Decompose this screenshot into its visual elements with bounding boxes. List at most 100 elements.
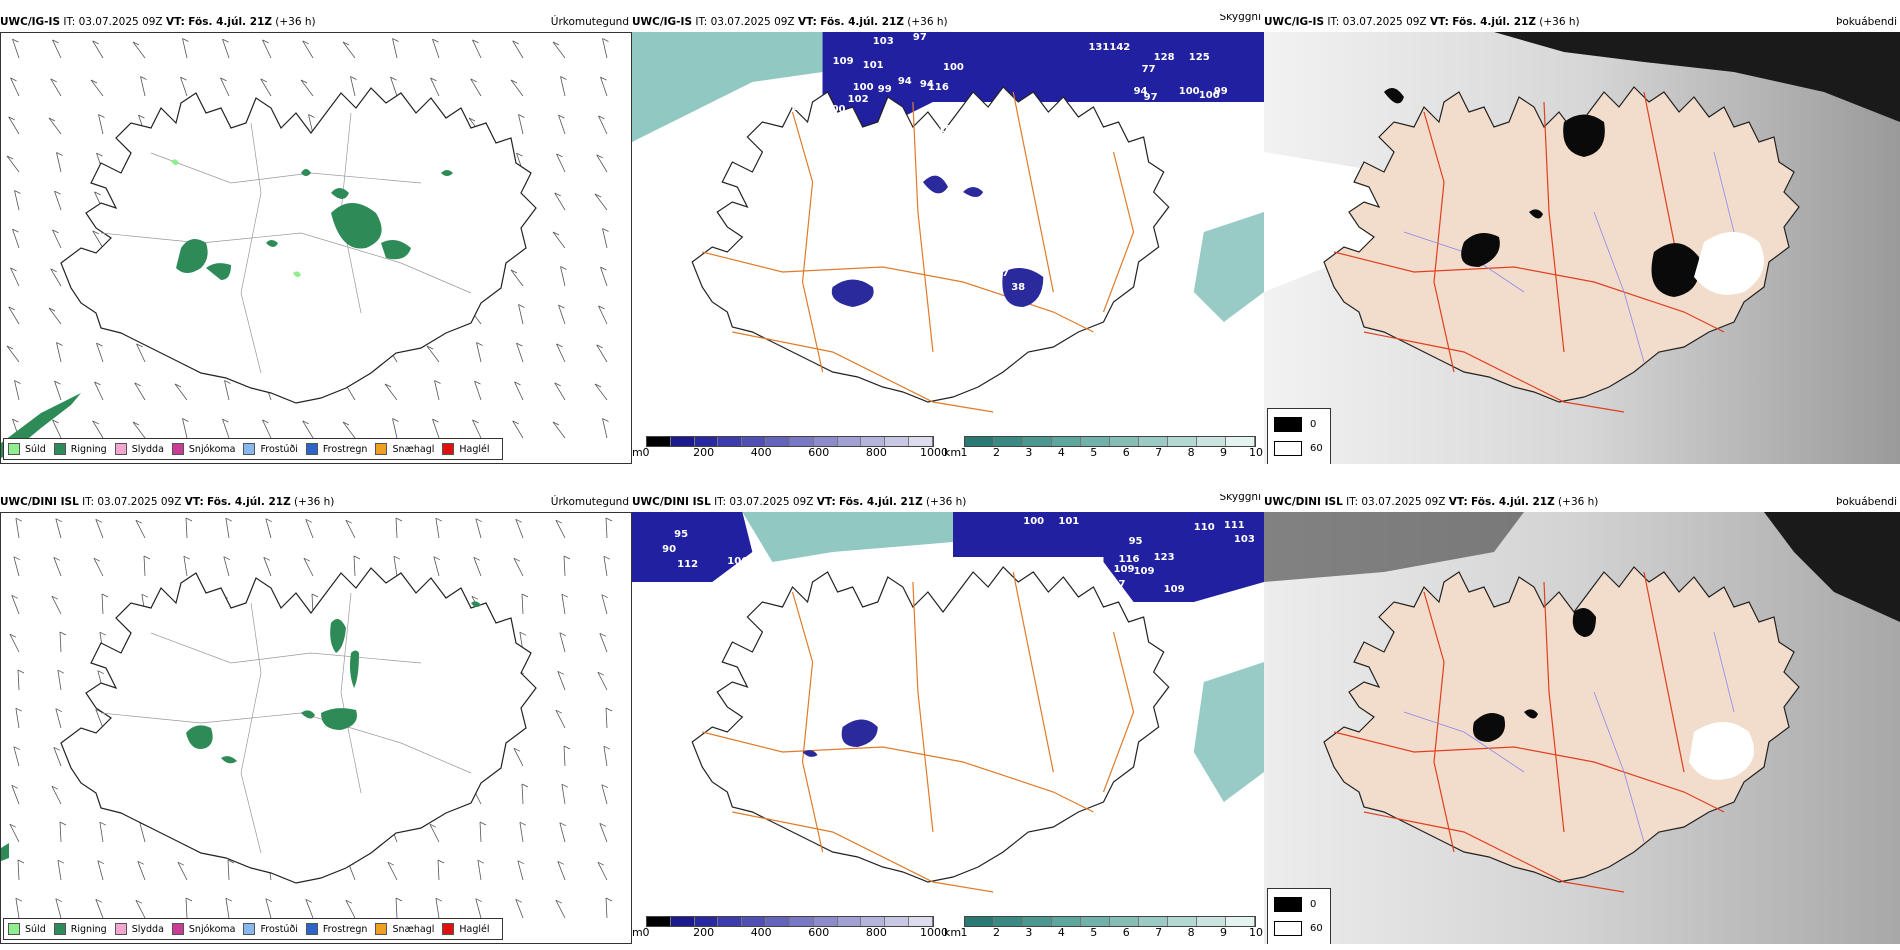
cloud-base-label: 100 <box>853 82 874 93</box>
wind-barb-flag <box>559 632 566 637</box>
wind-barb-staff <box>521 593 524 615</box>
wind-barb-flag <box>227 859 235 864</box>
wind-barb-flag <box>135 899 143 904</box>
wind-barb-staff <box>433 556 440 577</box>
wind-barb-staff <box>555 900 566 919</box>
wind-barb-flag <box>10 267 17 272</box>
wind-barb-flag <box>518 114 525 118</box>
wind-barb-flag <box>50 268 57 273</box>
wind-barb-staff <box>393 556 398 577</box>
wind-barb-staff <box>132 41 146 59</box>
wind-barb-flag <box>552 231 560 236</box>
cloudbase-colorbar-ramp <box>646 436 934 447</box>
vt-value: Fös. 4.júl. 21Z <box>1471 496 1555 508</box>
colorbar-tick-label: 400 <box>750 926 772 939</box>
cloud-base-label: 103 <box>1234 534 1255 545</box>
wind-barb-staff <box>390 76 398 97</box>
fog-dark-north <box>1264 512 1524 582</box>
wind-barb-flag <box>13 556 20 561</box>
wind-barb-flag <box>345 899 353 904</box>
visibility-map: 95 90 112 106 100 101 110 111 103 95 116 123 109 109 9… <box>632 512 1264 910</box>
wind-barb-staff <box>345 520 356 539</box>
wind-barb-flag <box>138 114 145 119</box>
cloud-base-label: 95 <box>674 529 688 540</box>
colorbar-segment <box>742 437 767 446</box>
colorbar-tick-label: 1 <box>960 446 968 459</box>
road-network <box>1333 91 1725 413</box>
legend-item: Rigning <box>53 923 107 935</box>
colorbar-segment <box>647 437 671 446</box>
wind-barb-flag <box>135 519 143 524</box>
wind-barb-staff <box>512 420 524 439</box>
wind-barb-staff <box>17 859 20 881</box>
it-label: IT: <box>714 496 727 508</box>
wind-barb-flag <box>56 152 63 156</box>
wind-barb-staff <box>223 556 230 577</box>
colorbar-segment <box>1226 917 1255 926</box>
panel-fog-index-dini: UWC/DINI ISL IT: 03.07.2025 09Z VT: Fös.… <box>1264 494 1900 944</box>
wind-barb-flag <box>262 419 269 424</box>
wind-barb-flag <box>132 41 140 46</box>
wind-barb-flag <box>52 419 59 424</box>
wind-barb-staff <box>513 558 524 577</box>
wind-barb-flag <box>300 79 308 84</box>
legend-swatch <box>53 923 66 935</box>
wind-barb-flag <box>560 76 567 80</box>
wind-barb-staff <box>14 380 20 401</box>
cloud-base-label: 109 <box>1164 584 1185 595</box>
wind-barb-flag <box>48 307 56 312</box>
cloud-base-label: 102 <box>1179 106 1200 117</box>
cloud-base-label: 31 <box>895 722 909 733</box>
panel-title: Þokuábendi <box>1836 496 1897 508</box>
colorbar-segment <box>909 917 933 926</box>
wind-barb-staff <box>518 304 524 325</box>
colorbar-tick-label: 8 <box>1187 926 1195 939</box>
wind-barb-flag <box>475 518 482 523</box>
wind-barb-staff <box>512 40 524 59</box>
wind-barb-flag <box>177 861 185 866</box>
cloud-base-label: 100 <box>1199 90 1220 101</box>
wind-barb-staff <box>13 556 20 577</box>
vt-value: Fös. 4.júl. 21Z <box>207 496 291 508</box>
wind-barb-staff <box>262 419 272 439</box>
wind-barb-staff <box>599 633 608 653</box>
wind-barb-staff <box>55 518 62 539</box>
legend-item: Frostregn <box>305 443 367 455</box>
wind-barb-staff <box>99 822 104 843</box>
model-name: UWC/IG-IS <box>632 16 693 28</box>
wind-barb-staff <box>9 634 20 653</box>
wind-barb-staff <box>185 897 188 919</box>
wind-barb-flag <box>6 345 14 350</box>
wind-barb-flag <box>185 897 193 902</box>
vt-value: Fös. 4.júl. 21Z <box>188 16 272 28</box>
visibility-colorbar-ramp <box>964 436 1256 447</box>
lead-time: (+36 h) <box>926 496 967 508</box>
cloud-base-label: 125 <box>1189 52 1210 63</box>
legend-label: Haglél <box>459 443 490 455</box>
legend-label: Snæhagl <box>392 443 435 455</box>
wind-barb-flag <box>15 517 23 522</box>
wind-barb-flag <box>602 418 609 422</box>
wind-barb-flag <box>140 76 147 80</box>
wind-barb-flag <box>435 517 443 522</box>
colorbar-segment <box>1023 917 1052 926</box>
wind-barb-flag <box>556 343 563 348</box>
wind-barb-flag <box>598 305 605 310</box>
wind-barb-staff <box>139 822 146 843</box>
wind-barb-flag <box>476 342 483 346</box>
wind-barb-staff <box>561 784 566 805</box>
wind-barb-flag <box>182 38 189 42</box>
wind-barb-flag <box>513 747 521 752</box>
wind-barb-staff <box>93 558 104 577</box>
wind-barb-flag <box>555 709 563 714</box>
panel-precip-type-igis: UWC/IG-IS IT: 03.07.2025 09Z VT: Fös. 4.… <box>0 14 632 464</box>
fog-legend-row: 60 <box>1274 441 1323 456</box>
colorbar-tick-label: 5 <box>1090 446 1098 459</box>
colorbar-tick-label: 8 <box>1187 446 1195 459</box>
colorbar-tick-label: 4 <box>1057 446 1065 459</box>
wind-barb-flag <box>143 555 151 560</box>
cloudbase-colorbar: m 0 200 400 600 800 1000 <box>632 436 948 464</box>
vt-value: Fös. 4.júl. 21Z <box>820 16 904 28</box>
panel-header: UWC/DINI ISL IT: 03.07.2025 09Z VT: Fös.… <box>632 494 1264 510</box>
legend-swatch <box>243 443 256 455</box>
